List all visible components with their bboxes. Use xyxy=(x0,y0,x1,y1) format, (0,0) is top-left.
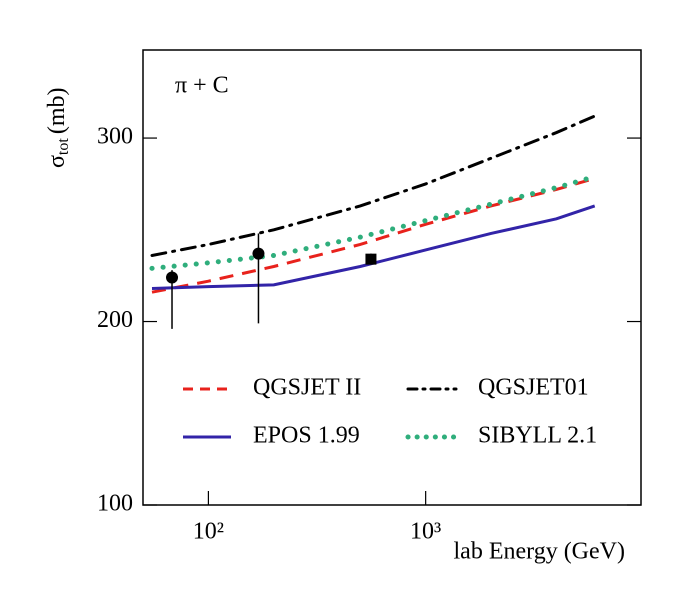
x-tick-label: 10³ xyxy=(410,519,441,545)
series-line xyxy=(151,204,596,291)
data-point xyxy=(252,247,265,260)
legend-label: SIBYLL 2.1 xyxy=(478,423,597,449)
y-tick-label: 100 xyxy=(97,491,133,517)
legend-label: EPOS 1.99 xyxy=(253,423,360,449)
series-line xyxy=(149,174,598,271)
plot-frame xyxy=(142,49,642,506)
y-tick-label: 300 xyxy=(97,124,133,150)
y-label-unit: (mb) xyxy=(44,88,70,135)
legend-label: QGSJET II xyxy=(253,375,361,401)
series-line xyxy=(150,114,597,257)
data-point xyxy=(365,253,377,265)
x-axis-label: lab Energy (GeV) xyxy=(454,539,626,565)
data-point xyxy=(166,271,179,284)
legend-label: QGSJET01 xyxy=(478,375,589,401)
x-tick-label: 10² xyxy=(193,519,224,545)
annotation: π + C xyxy=(175,73,229,99)
y-label-subscript: tot xyxy=(55,138,72,155)
y-axis-label: σtot (mb) xyxy=(44,88,72,168)
y-tick-label: 200 xyxy=(97,307,133,333)
y-label-symbol: σ xyxy=(44,155,70,168)
